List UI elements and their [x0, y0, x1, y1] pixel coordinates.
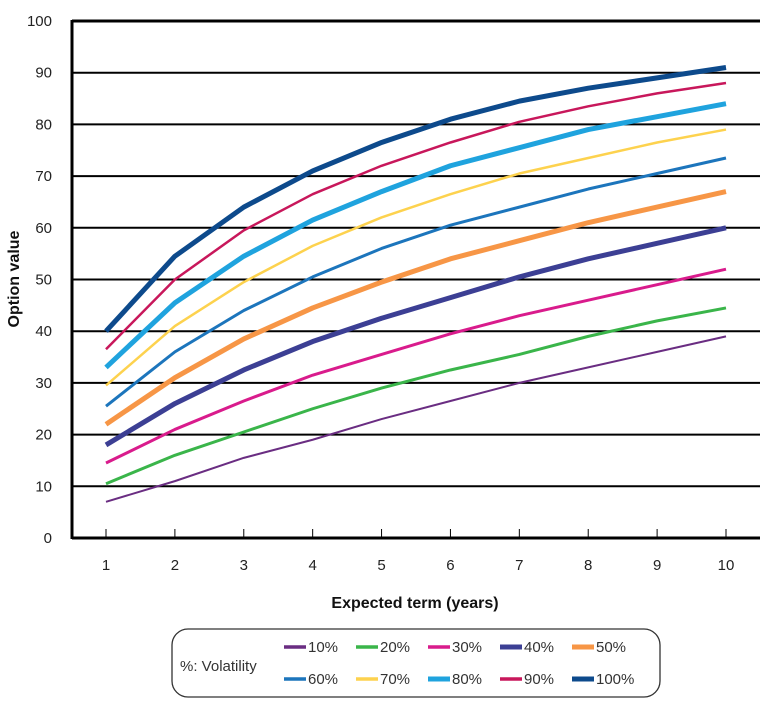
series-line-70pct [105, 128, 727, 387]
series-line-20pct [105, 306, 727, 486]
x-tick-label: 1 [102, 557, 110, 574]
y-tick-label: 60 [35, 220, 52, 237]
x-tick-label: 5 [377, 557, 385, 574]
legend-label: 30% [452, 639, 482, 656]
x-tick-label: 9 [653, 557, 661, 574]
legend-label: 90% [524, 671, 554, 688]
y-tick-label: 40 [35, 323, 52, 340]
series-line-100pct [104, 65, 727, 333]
legend-label: 40% [524, 639, 554, 656]
series-line-50pct [104, 189, 727, 427]
legend-label: 10% [308, 639, 338, 656]
x-tick-label: 4 [308, 557, 316, 574]
series-line-60pct [105, 156, 727, 408]
legend-label: 60% [308, 671, 338, 688]
x-tick-label: 6 [446, 557, 454, 574]
series-line-10pct [105, 335, 727, 503]
x-tick-label: 8 [584, 557, 592, 574]
legend-label: 70% [380, 671, 410, 688]
x-axis-title: Expected term (years) [331, 595, 498, 612]
series-line-40pct [104, 225, 727, 448]
y-tick-label: 20 [35, 427, 52, 444]
y-tick-label: 90 [35, 65, 52, 82]
x-tick-labels: 1 2 3 4 5 6 7 8 9 10 [102, 557, 735, 574]
series-line-90pct [105, 81, 727, 351]
legend-title: %: Volatility [180, 658, 257, 675]
legend-label: 50% [596, 639, 626, 656]
y-tick-label: 30 [35, 375, 52, 392]
x-tick-label: 7 [515, 557, 523, 574]
y-tick-label: 10 [35, 478, 52, 495]
x-tick-label: 3 [240, 557, 248, 574]
gridlines [70, 19, 760, 540]
series-line-80pct [104, 101, 727, 370]
legend: %: Volatility 10% 20% 30% 40% 50% 60% 70% 80% 90… [171, 628, 661, 698]
y-tick-label: 80 [35, 116, 52, 133]
y-tick-label: 0 [44, 530, 52, 547]
series-lines [104, 65, 727, 503]
legend-label: 20% [380, 639, 410, 656]
legend-label: 100% [596, 671, 634, 688]
y-tick-label: 100 [27, 13, 52, 30]
y-tick-label: 50 [35, 272, 52, 289]
y-tick-labels: 0 10 20 30 40 50 60 70 80 90 100 [27, 13, 52, 547]
y-axis-title: Option value [6, 230, 23, 327]
y-tick-label: 70 [35, 168, 52, 185]
x-tick-label: 10 [718, 557, 735, 574]
x-tick-label: 2 [171, 557, 179, 574]
series-line-30pct [105, 267, 727, 465]
legend-label: 80% [452, 671, 482, 688]
